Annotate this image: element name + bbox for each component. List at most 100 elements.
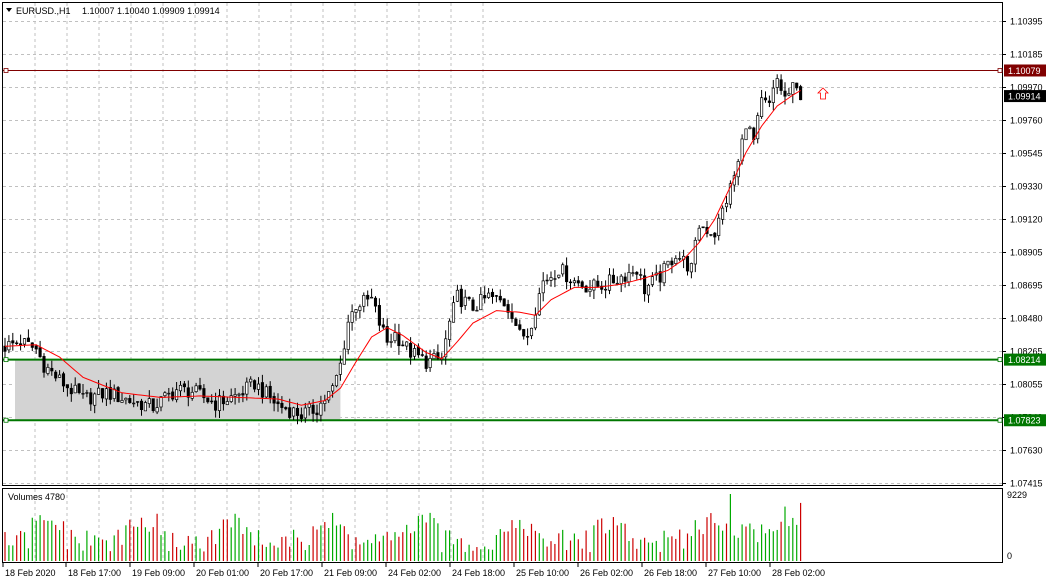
- candle-body: [58, 374, 62, 378]
- candle-body: [128, 398, 132, 403]
- candle-body: [171, 391, 175, 400]
- candle-body: [670, 260, 674, 266]
- level-price-label: 1.10079: [1008, 66, 1041, 76]
- candle-body: [194, 385, 198, 393]
- level-handle[interactable]: [3, 68, 9, 73]
- candle-body: [342, 348, 346, 365]
- candle-body: [221, 395, 225, 405]
- candle-body: [448, 320, 452, 340]
- candle-body: [529, 327, 534, 337]
- candle-body: [471, 299, 475, 311]
- candle-body: [763, 97, 768, 101]
- candle-body: [38, 347, 42, 358]
- candle-body: [280, 402, 284, 408]
- candle-body: [717, 217, 721, 237]
- candle-body: [366, 294, 370, 300]
- x-tick-label: 24 Feb 18:00: [452, 568, 505, 578]
- candle-body: [744, 128, 748, 141]
- y-tick-label: 1.07415: [1010, 479, 1043, 489]
- candle-body: [206, 397, 210, 403]
- candle-body: [502, 298, 506, 307]
- candle-body: [229, 395, 233, 402]
- candle-body: [276, 401, 280, 405]
- candle-body: [307, 403, 311, 408]
- candle-body: [143, 402, 147, 412]
- candle-body: [607, 274, 612, 291]
- candle-body: [303, 407, 307, 419]
- candle-body: [381, 324, 385, 328]
- candlestick-series: [3, 74, 803, 425]
- x-tick-label: 21 Feb 09:00: [324, 568, 377, 578]
- candle-body: [186, 387, 190, 398]
- moving-average-series: [4, 90, 801, 406]
- candle-body: [397, 332, 401, 347]
- candle-body: [771, 87, 775, 103]
- level-price-label: 1.08214: [1008, 355, 1041, 365]
- candle-body: [409, 342, 413, 358]
- level-handle[interactable]: [3, 357, 9, 363]
- candle-body: [783, 90, 787, 97]
- candle-body: [444, 338, 448, 358]
- candle-body: [416, 346, 420, 356]
- y-tick-label: 1.10395: [1010, 17, 1043, 27]
- candle-body: [791, 82, 795, 95]
- candle-body: [214, 400, 218, 411]
- candle-body: [662, 263, 666, 284]
- candle-body: [97, 387, 101, 395]
- candle-body: [190, 391, 194, 399]
- candle-body: [795, 82, 799, 89]
- dropdown-triangle-icon[interactable]: [6, 8, 12, 12]
- candle-body: [490, 291, 495, 297]
- y-tick-label: 1.08055: [1010, 380, 1043, 390]
- level-price-tag: [1004, 414, 1046, 427]
- candle-body: [104, 388, 108, 400]
- level-handle[interactable]: [997, 357, 1003, 363]
- y-tick-label: 1.09970: [1010, 83, 1043, 93]
- candle-body: [724, 202, 729, 208]
- candle-body: [182, 383, 186, 388]
- candle-body: [233, 394, 237, 397]
- candle-body: [767, 100, 771, 103]
- candle-body: [580, 281, 584, 288]
- candle-body: [260, 382, 264, 398]
- candle-body: [619, 275, 623, 285]
- candle-body: [568, 281, 573, 284]
- candle-body: [479, 294, 483, 311]
- candle-body: [713, 232, 717, 238]
- candle-body: [615, 282, 619, 285]
- candle-body: [54, 371, 58, 379]
- level-handle[interactable]: [997, 68, 1003, 73]
- candle-body: [159, 396, 163, 408]
- candle-body: [592, 279, 596, 291]
- candle-body: [483, 295, 487, 299]
- price-levels: [3, 68, 1003, 423]
- candle-body: [639, 274, 643, 276]
- current-price-tag: [1004, 90, 1046, 103]
- candle-body: [284, 407, 288, 410]
- candle-body: [299, 414, 303, 419]
- candle-body: [689, 263, 693, 273]
- x-tick-label: 18 Feb 2020: [5, 568, 56, 578]
- candle-body: [775, 78, 779, 88]
- candle-body: [331, 385, 335, 392]
- candle-body: [272, 396, 276, 404]
- candle-body: [346, 321, 350, 350]
- level-handle[interactable]: [997, 417, 1003, 423]
- x-tick-label: 20 Feb 01:00: [196, 568, 249, 578]
- candle-body: [245, 381, 249, 395]
- level-price-tag: [1004, 353, 1046, 366]
- candle-body: [600, 285, 604, 290]
- candle-body: [506, 304, 510, 313]
- candle-body: [389, 341, 393, 343]
- chart-header: EURUSD.,H1 1.10007 1.10040 1.09909 1.099…: [6, 6, 220, 16]
- candle-body: [373, 297, 378, 307]
- candle-body: [100, 388, 105, 399]
- candle-body: [249, 378, 253, 383]
- candle-body: [459, 288, 463, 308]
- x-tick-label: 19 Feb 09:00: [132, 568, 185, 578]
- level-handle[interactable]: [3, 417, 9, 423]
- y-tick-label: 1.09120: [1010, 215, 1043, 225]
- candle-body: [721, 207, 725, 220]
- candle-body: [635, 271, 639, 275]
